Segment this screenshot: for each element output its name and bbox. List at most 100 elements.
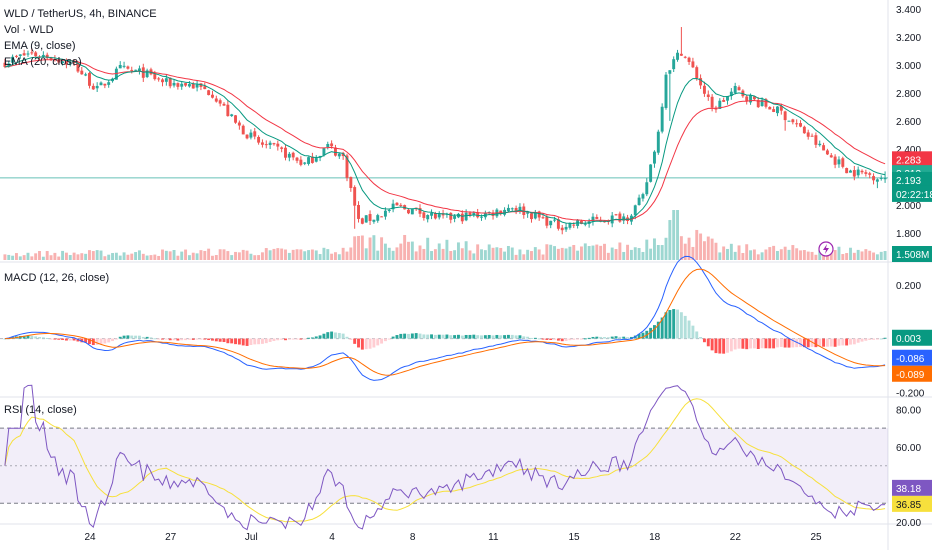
macd-hist-badge-bg (892, 329, 932, 346)
candle-body (756, 99, 760, 108)
candle-body (284, 147, 287, 158)
candle-body (591, 216, 595, 222)
macd-bar (180, 338, 184, 341)
candle-body (345, 155, 349, 178)
volume-bar (88, 250, 91, 260)
volume-bar (95, 250, 99, 260)
candle-body (249, 132, 253, 138)
candle-body (568, 223, 572, 228)
volume-bar (141, 253, 145, 260)
volume-bar (672, 210, 676, 260)
macd-bar (264, 338, 268, 344)
candle-body (676, 52, 679, 60)
candle-body (706, 94, 710, 97)
macd-bar (441, 334, 445, 339)
ema20-legend[interactable]: EMA (20, close) (4, 56, 82, 68)
symbol-title[interactable]: WLD / TetherUS, 4h, BINANCE (4, 8, 157, 20)
signal-line (4, 268, 886, 376)
candle-body (391, 203, 395, 210)
macd-bar (849, 338, 852, 345)
macd-bar (749, 338, 753, 349)
volume-bar (84, 253, 88, 260)
macd-bar (526, 336, 530, 339)
volume-bar (660, 245, 664, 260)
macd-bar (291, 338, 295, 340)
macd-legend[interactable]: MACD (12, 26, close) (4, 270, 109, 286)
macd-bar (637, 333, 641, 339)
volume-bar (334, 252, 337, 260)
macd-bar (303, 338, 307, 340)
volume-bar (699, 233, 703, 260)
macd-bar (334, 332, 337, 339)
volume-bar (614, 249, 618, 260)
volume-bar (368, 237, 372, 260)
macd-bar (722, 338, 726, 354)
macd-bar (691, 325, 695, 339)
macd-bar (445, 334, 449, 339)
candle-body (656, 131, 660, 153)
volume-bar (606, 252, 610, 260)
candle-body (472, 212, 476, 216)
ema9-legend[interactable]: EMA (9, close) (4, 40, 76, 52)
volume-badge: 1.508M (892, 246, 932, 262)
volume-bar (3, 254, 7, 260)
volume-bar (430, 251, 434, 260)
volume-bar (468, 250, 472, 260)
candle-body (11, 56, 15, 63)
candle-body (649, 164, 653, 182)
macd-bar (330, 331, 334, 339)
volume-bar (756, 254, 760, 260)
volume-bar (560, 247, 564, 260)
volume-bar (387, 247, 391, 260)
macd-bar (668, 310, 672, 339)
macd-bar (868, 338, 872, 340)
volume-bar (72, 252, 76, 260)
volume-legend[interactable]: Vol · WLD (4, 24, 54, 36)
price-tick-label: 2.600 (896, 117, 921, 128)
macd-bar (30, 335, 34, 339)
macd-bar (403, 333, 407, 339)
volume-bar (433, 249, 437, 260)
volume-bar (656, 244, 660, 260)
volume-bar (718, 252, 722, 260)
candle-body (399, 204, 403, 206)
volume-bar (483, 250, 487, 260)
volume-bar (61, 250, 65, 260)
candle-body (241, 125, 245, 135)
macd-bar (218, 338, 222, 342)
candle-body (837, 159, 841, 165)
candle-body (245, 134, 249, 139)
candle-body (226, 104, 230, 117)
candle-body (687, 57, 691, 62)
macd-bar (64, 338, 68, 341)
candle-body (264, 144, 268, 146)
volume-bar (157, 255, 161, 260)
macd-bar (760, 338, 764, 349)
macd-bar (464, 334, 468, 339)
volume-bar (241, 249, 245, 260)
macd-bar (553, 338, 556, 340)
candle-body (691, 61, 695, 68)
volume-bar (114, 252, 118, 260)
macd-bar (683, 315, 687, 339)
macd-bar (556, 338, 560, 341)
macd-bar (622, 336, 626, 339)
macd-bar (161, 338, 164, 340)
volume-bar (491, 247, 495, 260)
time-tick-label: 11 (488, 532, 499, 543)
price-tick-label: 2.800 (896, 89, 921, 100)
candle-body (161, 79, 164, 83)
macd-bar (618, 336, 622, 339)
macd-bar (199, 338, 203, 340)
candle-body (34, 52, 38, 57)
rsi-legend[interactable]: RSI (14, close) (4, 402, 77, 418)
volume-bar (18, 256, 22, 260)
volume-bar (445, 239, 449, 260)
volume-bar (364, 248, 368, 260)
candle-body (303, 162, 307, 164)
macd-bar (141, 336, 145, 339)
macd-bar (676, 309, 679, 339)
candle-body (276, 143, 280, 147)
